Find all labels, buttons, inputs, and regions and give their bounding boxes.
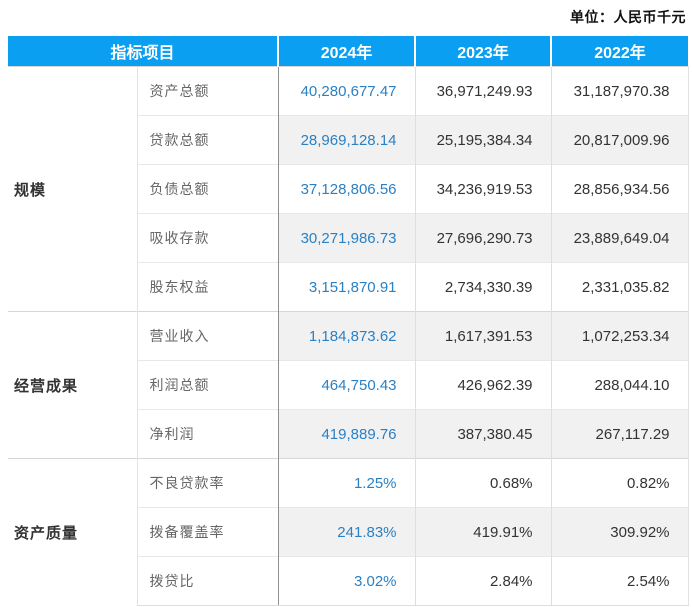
column-header-2022: 2022年 bbox=[550, 36, 689, 67]
row-label: 营业收入 bbox=[136, 311, 279, 361]
financial-indicators-table: 指标项目 2024年 2023年 2022年 规模 资产总额 40,280,67… bbox=[8, 36, 689, 606]
row-label: 负债总额 bbox=[136, 164, 279, 214]
table-row: 贷款总额 28,969,128.14 25,195,384.34 20,817,… bbox=[8, 115, 689, 165]
value-cell-2024: 1.25% bbox=[277, 458, 416, 508]
value-cell-2022: 1,072,253.34 bbox=[550, 311, 689, 361]
unit-label: 单位：人民币千元 bbox=[570, 9, 686, 25]
value-cell-2022: 288,044.10 bbox=[550, 360, 689, 410]
row-label: 股东权益 bbox=[136, 262, 279, 312]
column-header-indicator: 指标项目 bbox=[8, 36, 279, 67]
value-cell-2023: 25,195,384.34 bbox=[414, 115, 552, 165]
value-cell-2022: 2,331,035.82 bbox=[550, 262, 689, 312]
value-cell-2024: 3,151,870.91 bbox=[277, 262, 416, 312]
column-header-2024: 2024年 bbox=[277, 36, 416, 67]
table-row: 股东权益 3,151,870.91 2,734,330.39 2,331,035… bbox=[8, 262, 689, 312]
value-cell-2022: 23,889,649.04 bbox=[550, 213, 689, 263]
row-label: 拨备覆盖率 bbox=[136, 507, 279, 557]
value-cell-2022: 28,856,934.56 bbox=[550, 164, 689, 214]
value-cell-2023: 419.91% bbox=[414, 507, 552, 557]
table-row: 负债总额 37,128,806.56 34,236,919.53 28,856,… bbox=[8, 164, 689, 214]
value-cell-2022: 20,817,009.96 bbox=[550, 115, 689, 165]
value-cell-2024: 40,280,677.47 bbox=[277, 66, 416, 116]
value-cell-2024: 28,969,128.14 bbox=[277, 115, 416, 165]
value-cell-2023: 426,962.39 bbox=[414, 360, 552, 410]
value-cell-2023: 2,734,330.39 bbox=[414, 262, 552, 312]
value-cell-2022: 0.82% bbox=[550, 458, 689, 508]
value-cell-2024: 30,271,986.73 bbox=[277, 213, 416, 263]
table-row: 利润总额 464,750.43 426,962.39 288,044.10 bbox=[8, 360, 689, 410]
value-cell-2022: 267,117.29 bbox=[550, 409, 689, 459]
value-cell-2024: 1,184,873.62 bbox=[277, 311, 416, 361]
value-cell-2024: 464,750.43 bbox=[277, 360, 416, 410]
table-row: 经营成果 营业收入 1,184,873.62 1,617,391.53 1,07… bbox=[8, 311, 689, 459]
row-label: 利润总额 bbox=[136, 360, 279, 410]
group-label-asset-quality: 资产质量 bbox=[8, 458, 137, 606]
row-label: 净利润 bbox=[136, 409, 279, 459]
group-label-operating-results: 经营成果 bbox=[8, 311, 137, 459]
value-cell-2023: 34,236,919.53 bbox=[414, 164, 552, 214]
value-cell-2024: 3.02% bbox=[277, 556, 416, 606]
row-label: 吸收存款 bbox=[136, 213, 279, 263]
value-cell-2022: 31,187,970.38 bbox=[550, 66, 689, 116]
table-row: 规模 资产总额 40,280,677.47 36,971,249.93 31,1… bbox=[8, 66, 689, 312]
row-label: 拨贷比 bbox=[136, 556, 279, 606]
value-cell-2023: 1,617,391.53 bbox=[414, 311, 552, 361]
table-row: 拨贷比 3.02% 2.84% 2.54% bbox=[8, 556, 689, 606]
value-cell-2024: 37,128,806.56 bbox=[277, 164, 416, 214]
row-label: 贷款总额 bbox=[136, 115, 279, 165]
header-row: 指标项目 2024年 2023年 2022年 bbox=[8, 36, 689, 67]
table-row: 吸收存款 30,271,986.73 27,696,290.73 23,889,… bbox=[8, 213, 689, 263]
value-cell-2023: 0.68% bbox=[414, 458, 552, 508]
row-label: 资产总额 bbox=[136, 66, 279, 116]
value-cell-2023: 36,971,249.93 bbox=[414, 66, 552, 116]
value-cell-2024: 419,889.76 bbox=[277, 409, 416, 459]
value-cell-2022: 2.54% bbox=[550, 556, 689, 606]
table-row: 资产质量 不良贷款率 1.25% 0.68% 0.82% bbox=[8, 458, 689, 606]
value-cell-2023: 2.84% bbox=[414, 556, 552, 606]
value-cell-2024: 241.83% bbox=[277, 507, 416, 557]
table-row: 净利润 419,889.76 387,380.45 267,117.29 bbox=[8, 409, 689, 459]
column-header-2023: 2023年 bbox=[414, 36, 552, 67]
group-label-scale: 规模 bbox=[8, 66, 137, 312]
row-label: 不良贷款率 bbox=[136, 458, 279, 508]
value-cell-2023: 27,696,290.73 bbox=[414, 213, 552, 263]
value-cell-2023: 387,380.45 bbox=[414, 409, 552, 459]
table-row: 拨备覆盖率 241.83% 419.91% 309.92% bbox=[8, 507, 689, 557]
value-cell-2022: 309.92% bbox=[550, 507, 689, 557]
